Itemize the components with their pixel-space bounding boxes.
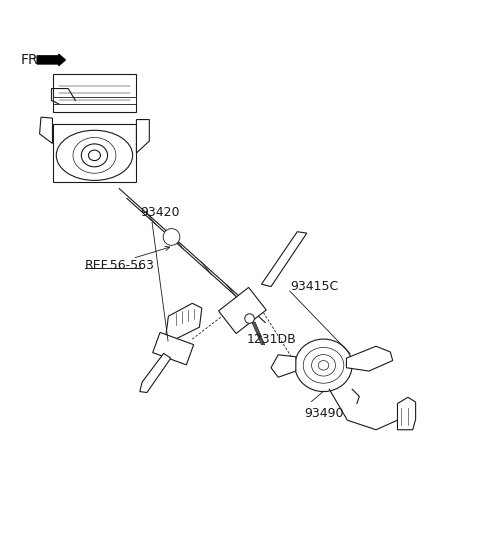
Polygon shape [140,354,171,393]
Text: REF.56-563: REF.56-563 [85,258,155,272]
Polygon shape [271,355,296,377]
Polygon shape [166,303,202,341]
Polygon shape [262,232,307,287]
Ellipse shape [318,361,329,370]
Ellipse shape [163,228,180,246]
Polygon shape [39,117,52,143]
Ellipse shape [56,131,132,180]
Polygon shape [347,346,393,371]
Polygon shape [218,287,266,333]
Ellipse shape [245,314,254,323]
Ellipse shape [81,144,108,167]
Text: FR.: FR. [21,53,42,67]
Ellipse shape [295,339,352,392]
Ellipse shape [303,347,344,383]
Text: 1231DB: 1231DB [247,333,297,346]
Polygon shape [397,398,416,430]
Polygon shape [153,332,193,365]
Polygon shape [136,119,149,153]
Polygon shape [53,97,136,104]
Text: 93420: 93420 [140,206,180,219]
Polygon shape [53,124,136,181]
Ellipse shape [312,355,336,376]
Polygon shape [53,74,136,112]
Ellipse shape [73,137,116,173]
Ellipse shape [88,150,100,160]
Polygon shape [252,323,265,345]
Text: 93490: 93490 [304,407,344,419]
Text: 93415C: 93415C [290,280,338,293]
FancyArrow shape [37,54,65,66]
